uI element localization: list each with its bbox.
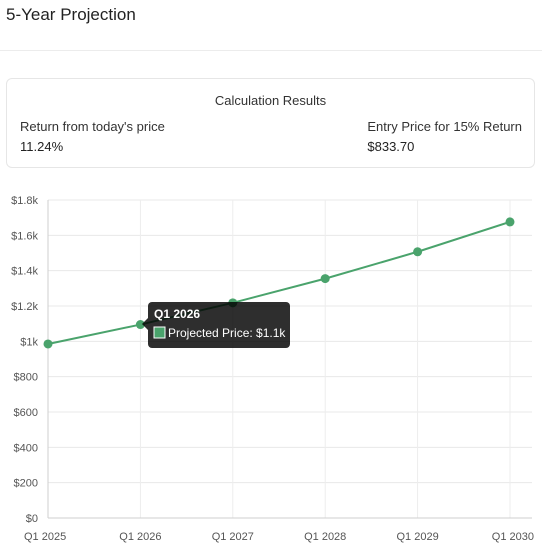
return-label: Return from today's price xyxy=(20,119,165,134)
tooltip-box xyxy=(148,302,290,348)
tooltip-caret xyxy=(142,318,148,330)
x-tick-label: Q1 2026 xyxy=(119,531,161,543)
results-card: Calculation Results Return from today's … xyxy=(6,78,535,168)
return-value: 11.24% xyxy=(20,139,64,154)
entry-price-metric: Entry Price for 15% Return $833.70 xyxy=(367,119,522,154)
tooltip-title: Q1 2026 xyxy=(154,307,200,321)
y-tick-label: $1.4k xyxy=(11,266,38,278)
tooltip-value: Projected Price: $1.1k xyxy=(168,326,286,340)
header-divider xyxy=(0,50,542,51)
results-title: Calculation Results xyxy=(214,93,327,108)
entry-price-value: $833.70 xyxy=(367,139,415,154)
y-tick-label: $1.8k xyxy=(11,195,38,207)
projection-chart: $0 $200 $400 $600 $800 $1k $1.2k $1.4k $1.6k $1.8… xyxy=(0,188,542,549)
data-point[interactable] xyxy=(505,217,515,227)
y-tick-label: $200 xyxy=(14,478,38,490)
x-tick-label: Q1 2029 xyxy=(396,531,438,543)
y-tick-label: $0 xyxy=(26,513,38,525)
return-metric: Return from today's price 11.24% xyxy=(20,119,165,154)
x-tick-label: Q1 2028 xyxy=(304,531,346,543)
entry-price-label: Entry Price for 15% Return xyxy=(367,119,522,134)
tooltip-swatch xyxy=(153,326,166,339)
x-tick-label: Q1 2025 xyxy=(24,531,66,543)
y-tick-label: $600 xyxy=(14,407,38,419)
x-tick-label: Q1 2030 xyxy=(492,531,534,543)
y-tick-label: $400 xyxy=(14,442,38,454)
y-tick-label: $800 xyxy=(14,372,38,384)
data-point[interactable] xyxy=(135,320,145,330)
data-point[interactable] xyxy=(43,339,53,349)
y-tick-label: $1.6k xyxy=(11,230,38,242)
series-line xyxy=(47,220,511,345)
y-tick-label: $1k xyxy=(20,336,38,348)
x-tick-label: Q1 2027 xyxy=(212,531,254,543)
projection-line-chart: $0 $200 $400 $600 $800 $1k $1.2k $1.4k $1.6k $1.8… xyxy=(11,195,534,543)
page-title: 5-Year Projection xyxy=(6,5,136,24)
data-point[interactable] xyxy=(413,247,423,257)
data-point[interactable] xyxy=(320,274,330,284)
y-tick-label: $1.2k xyxy=(11,301,38,313)
